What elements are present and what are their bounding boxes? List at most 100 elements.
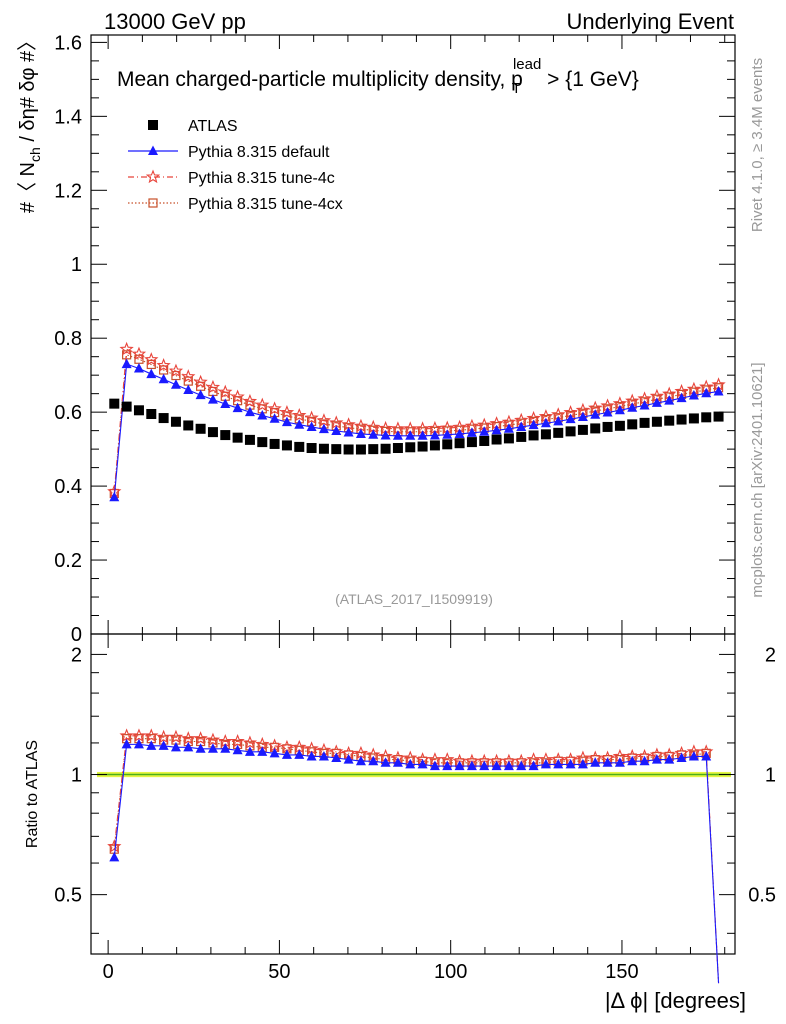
legend-marker — [148, 145, 158, 155]
data-point — [565, 426, 576, 437]
data-point — [242, 393, 258, 408]
ratio-point — [109, 851, 120, 862]
legend-marker — [148, 120, 158, 130]
ratio-point — [565, 758, 576, 769]
data-point — [294, 419, 305, 429]
y-axis-label-sub: ch — [27, 147, 43, 162]
mcplots-label: mcplots.cern.ch [arXiv:2401.10621] — [749, 362, 766, 597]
data-point — [553, 427, 564, 438]
chart-title-sub: T — [512, 80, 521, 97]
data-point — [713, 411, 724, 422]
ratio-line — [113, 735, 720, 984]
y-tick-label: 1.4 — [54, 106, 82, 128]
data-point — [131, 346, 147, 361]
data-point — [109, 491, 120, 502]
y-axis-label: #〈 Nch / δη# δφ #〉 — [17, 31, 43, 213]
data-point — [109, 398, 120, 409]
data-point — [183, 420, 194, 431]
data-point — [503, 423, 514, 433]
data-point — [417, 441, 428, 452]
ratio-point — [676, 752, 687, 763]
y-tick-label: 0.4 — [54, 476, 82, 498]
ratio-point — [146, 740, 157, 750]
x-tick-label: 100 — [434, 961, 467, 983]
data-point — [170, 416, 181, 427]
data-point — [688, 413, 699, 424]
data-point — [195, 423, 206, 434]
data-point — [158, 373, 169, 384]
ratio-point — [454, 760, 465, 771]
data-point — [257, 409, 268, 420]
main-axis-tick-labels: 0 0.2 0.4 0.6 0.8 1 1.2 1.4 1.6 — [54, 32, 82, 646]
ratio-point — [133, 738, 144, 749]
data-point — [405, 442, 416, 453]
ratio-point — [242, 735, 258, 750]
ratio-point — [294, 749, 305, 759]
analysis-watermark: (ATLAS_2017_I1509919) — [335, 591, 493, 607]
ratio-point — [355, 755, 366, 766]
data-point — [267, 401, 282, 415]
data-point — [207, 394, 218, 404]
y-tick-label: 1.6 — [54, 32, 82, 54]
data-point — [627, 402, 638, 412]
data-point — [491, 424, 502, 435]
data-point — [121, 401, 132, 412]
data-point — [417, 430, 428, 440]
ratio-point — [540, 758, 551, 769]
y-tick-label: 1.2 — [54, 180, 82, 202]
data-point — [516, 431, 527, 442]
x-tick-label: 0 — [103, 961, 114, 983]
ratio-y-tick-label: 2 — [71, 644, 82, 666]
data-point — [540, 417, 551, 428]
series-atlas — [109, 398, 724, 455]
data-point — [479, 435, 490, 446]
data-point — [170, 379, 181, 389]
legend-entry: ATLAS — [148, 118, 238, 135]
data-point — [368, 429, 379, 439]
ratio-point — [639, 755, 650, 766]
data-point — [528, 430, 539, 441]
data-point — [355, 444, 366, 455]
ratio-panel: 0.5 0.5 1 1 2 2 Ratio to ATLAS 0 50 100 150 |Δ ϕ… — [24, 633, 776, 1013]
ratio-point — [392, 757, 403, 767]
ratio-y-tick-label-right: 2 — [765, 644, 776, 666]
ratio-point — [429, 760, 440, 771]
ratio-y-axis-label: Ratio to ATLAS — [24, 740, 41, 848]
ratio-series-pythia-8-315-default — [109, 738, 720, 984]
ratio-point — [528, 760, 539, 771]
ratio-point — [442, 760, 453, 771]
rivet-version-label: Rivet 4.1.0, ≥ 3.4M events — [749, 58, 766, 232]
data-point — [133, 405, 144, 416]
data-point — [255, 397, 270, 412]
ratio-point — [269, 747, 280, 758]
ratio-point — [688, 750, 699, 761]
ratio-point — [577, 758, 588, 769]
ratio-point — [331, 752, 342, 763]
ratio-point — [306, 750, 317, 761]
data-point — [343, 444, 354, 455]
data-point — [121, 358, 132, 369]
data-point — [602, 421, 613, 432]
y-tick-label: 0.2 — [54, 550, 82, 572]
ratio-y-tick-label-right: 1 — [765, 765, 776, 787]
data-point — [306, 443, 317, 454]
data-point — [133, 363, 144, 373]
ratio-point — [144, 728, 159, 742]
data-point — [577, 424, 588, 435]
data-point — [279, 405, 295, 419]
ratio-point — [516, 760, 527, 771]
chart-title-tail: > {1 GeV} — [541, 68, 639, 91]
data-point — [602, 407, 613, 417]
ratio-point — [602, 757, 613, 767]
legend-label: Pythia 8.315 tune-4cx — [188, 196, 343, 213]
data-point — [318, 423, 329, 434]
data-point — [269, 438, 280, 449]
ratio-point — [119, 728, 134, 742]
data-point — [158, 413, 169, 424]
data-point — [565, 413, 576, 424]
ratio-point — [181, 731, 196, 745]
data-point — [144, 352, 159, 366]
data-point — [664, 395, 675, 405]
data-point — [119, 341, 134, 356]
